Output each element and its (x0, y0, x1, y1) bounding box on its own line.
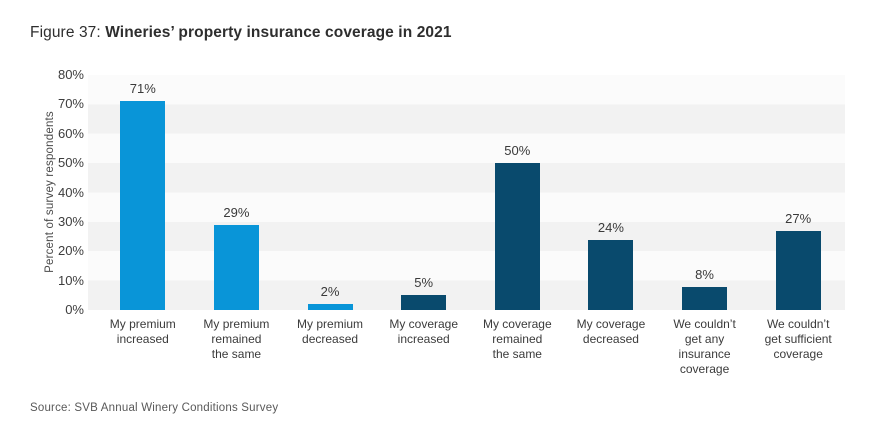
bar-coverage-increased (401, 295, 447, 310)
value-label: 8% (695, 266, 714, 282)
bar-premium-same (213, 224, 259, 310)
y-axis-ticks: 0% 10% 20% 30% 40% 50% 60% 70% 80% (0, 67, 84, 317)
x-label-coverage-same: My coverage remained the same (482, 317, 552, 361)
value-label: 71% (129, 81, 156, 97)
bar-group-premium-same: 29% (190, 75, 284, 310)
bar-premium-decreased (307, 304, 353, 310)
chart-title: Figure 37: Wineries’ property insurance … (30, 24, 452, 42)
value-label: 29% (223, 204, 250, 220)
y-tick: 20% (57, 243, 84, 259)
x-label-coverage-increased: My coverage increased (389, 317, 459, 346)
y-tick: 80% (57, 67, 84, 82)
value-label: 5% (414, 275, 434, 291)
source-note: Source: SVB Annual Winery Conditions Sur… (30, 402, 279, 414)
value-label: 27% (785, 210, 812, 226)
value-label: 50% (504, 143, 531, 159)
bar-group-coverage-increased: 5% (377, 75, 471, 310)
bar-insufficient-coverage (775, 230, 821, 310)
x-label-premium-decreased: My premium decreased (297, 317, 364, 346)
y-tick: 30% (57, 213, 84, 229)
bar-no-insurance (682, 286, 728, 310)
bar-coverage-same (494, 163, 540, 310)
y-tick: 70% (57, 96, 84, 112)
x-label-coverage-decreased: My coverage decreased (576, 317, 646, 346)
x-label-premium-increased: My premium increased (109, 317, 176, 346)
y-tick: 0% (65, 302, 84, 317)
bar-group-coverage-same: 50% (471, 75, 565, 310)
bar-premium-increased (120, 101, 166, 310)
bar-group-coverage-decreased: 24% (564, 75, 658, 310)
y-tick: 10% (57, 272, 84, 288)
x-label-insufficient-coverage: We couldn’t get sufficient coverage (764, 317, 832, 361)
value-label: 2% (320, 284, 340, 300)
bar-group-insufficient-coverage: 27% (751, 75, 845, 310)
bar-group-no-insurance: 8% (658, 75, 752, 310)
bar-group-premium-decreased: 2% (283, 75, 377, 310)
y-tick: 60% (57, 125, 84, 141)
plot-area: 71% 29% 2% 5% 50% 24% (88, 75, 845, 310)
x-label-no-insurance: We couldn’t get any insurance coverage (673, 317, 736, 376)
bar-group-premium-increased: 71% (96, 75, 190, 310)
value-label: 24% (597, 219, 624, 235)
chart-title-prefix: Figure 37: (30, 24, 106, 41)
y-tick: 40% (57, 184, 84, 200)
y-tick: 50% (57, 155, 84, 171)
x-label-premium-same: My premium remained the same (203, 317, 270, 361)
bars-row: 71% 29% 2% 5% 50% 24% (88, 75, 845, 310)
chart-title-main: Wineries’ property insurance coverage in… (105, 24, 452, 41)
bar-coverage-decreased (588, 239, 634, 310)
x-axis-labels: My premium increased My premium remained… (88, 317, 845, 377)
